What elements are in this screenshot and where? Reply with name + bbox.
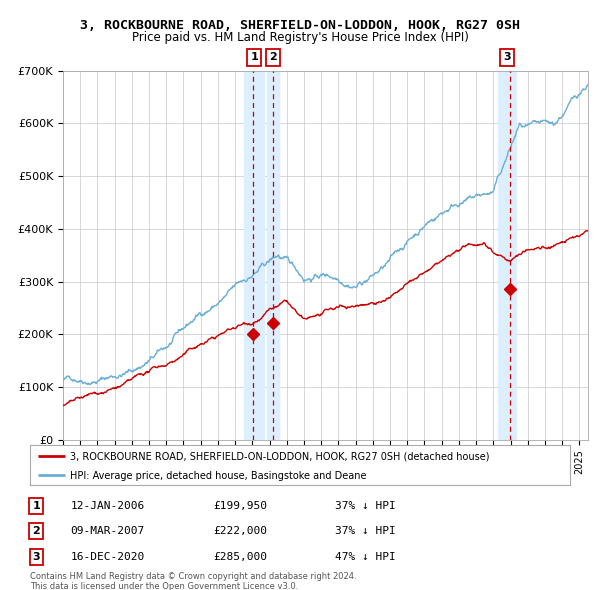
Text: £199,950: £199,950 — [214, 501, 268, 511]
Text: 2: 2 — [32, 526, 40, 536]
Text: 3: 3 — [503, 53, 511, 63]
Text: 37% ↓ HPI: 37% ↓ HPI — [335, 501, 396, 511]
Text: 1: 1 — [32, 501, 40, 511]
Text: HPI: Average price, detached house, Basingstoke and Deane: HPI: Average price, detached house, Basi… — [71, 471, 367, 481]
Text: 16-DEC-2020: 16-DEC-2020 — [71, 552, 145, 562]
Text: 37% ↓ HPI: 37% ↓ HPI — [335, 526, 396, 536]
Text: 1: 1 — [250, 53, 258, 63]
Text: 12-JAN-2006: 12-JAN-2006 — [71, 501, 145, 511]
Bar — [499, 71, 516, 440]
Text: £285,000: £285,000 — [214, 552, 268, 562]
Text: Contains HM Land Registry data © Crown copyright and database right 2024.: Contains HM Land Registry data © Crown c… — [30, 572, 356, 581]
Bar — [267, 71, 279, 440]
Text: 09-MAR-2007: 09-MAR-2007 — [71, 526, 145, 536]
Text: 3, ROCKBOURNE ROAD, SHERFIELD-ON-LODDON, HOOK, RG27 0SH: 3, ROCKBOURNE ROAD, SHERFIELD-ON-LODDON,… — [80, 19, 520, 32]
Text: 2: 2 — [269, 53, 277, 63]
Text: This data is licensed under the Open Government Licence v3.0.: This data is licensed under the Open Gov… — [30, 582, 298, 590]
Text: Price paid vs. HM Land Registry's House Price Index (HPI): Price paid vs. HM Land Registry's House … — [131, 31, 469, 44]
Text: 3, ROCKBOURNE ROAD, SHERFIELD-ON-LODDON, HOOK, RG27 0SH (detached house): 3, ROCKBOURNE ROAD, SHERFIELD-ON-LODDON,… — [71, 451, 490, 461]
Text: £222,000: £222,000 — [214, 526, 268, 536]
Bar — [244, 71, 265, 440]
Text: 47% ↓ HPI: 47% ↓ HPI — [335, 552, 396, 562]
Text: 3: 3 — [32, 552, 40, 562]
